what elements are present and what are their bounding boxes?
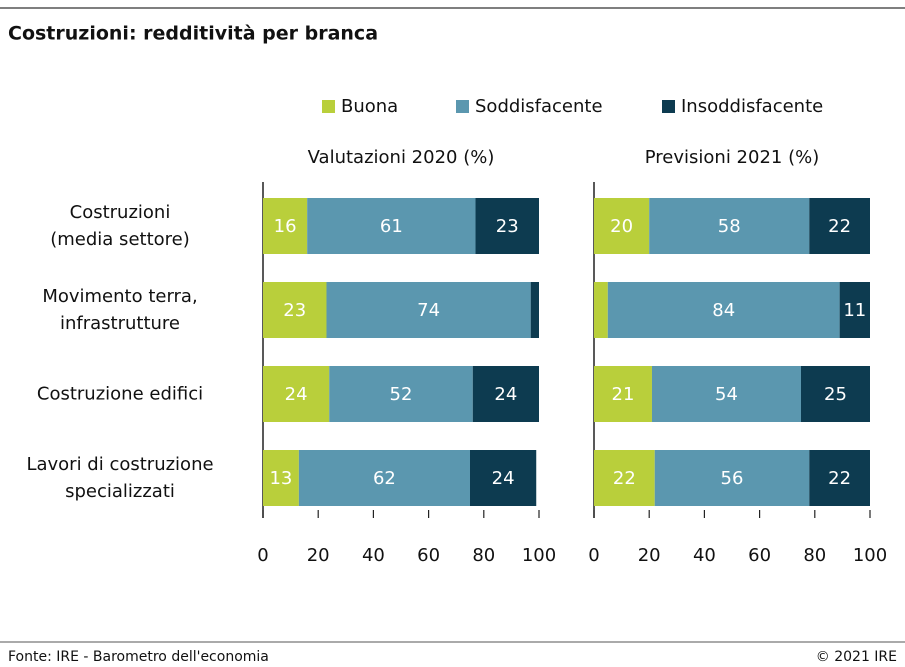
bar-segment [530,282,539,338]
data-label: 23 [283,300,306,321]
legend-swatch [662,100,675,113]
data-label: 22 [828,468,851,489]
category-label: Costruzione edifici [36,383,204,405]
data-label: 24 [285,384,308,405]
data-label: 22 [613,468,636,489]
x-tick-label: 80 [803,545,826,566]
source: Fonte: IRE - Barometro dell'economia [8,649,269,665]
bar-segment [607,282,840,338]
category-label: Movimento terra, infrastrutture [42,286,198,334]
bar-segment [649,198,810,254]
legend-swatch [322,100,335,113]
bar-segment [263,198,308,254]
bar-segment [594,282,608,338]
x-tick-label: 40 [693,545,716,566]
bar-segment [594,366,652,422]
data-label: 24 [492,468,515,489]
bar-segment [839,282,870,338]
bar-segment [594,450,655,506]
bar-segment [651,366,801,422]
category-label: Costruzioni (media settore) [50,202,190,250]
data-label: 54 [715,384,738,405]
bar-segment [263,450,299,506]
bar-segment [470,450,537,506]
bar-segment [298,450,470,506]
data-label: 74 [417,300,440,321]
x-tick-label: 80 [472,545,495,566]
data-label: 25 [824,384,847,405]
data-label: 61 [380,216,403,237]
data-label: 22 [828,216,851,237]
data-label: 62 [373,468,396,489]
data-label: 84 [712,300,735,321]
bar-segment [809,198,870,254]
bar-segment [654,450,810,506]
legend-swatch [456,100,469,113]
x-tick-label: 20 [307,545,330,566]
bar-segment [472,366,539,422]
x-tick-label: 0 [588,545,599,566]
data-label: 21 [612,384,635,405]
x-tick-label: 100 [522,545,556,566]
data-label: 58 [718,216,741,237]
bar-segment [329,366,473,422]
data-label: 16 [274,216,297,237]
legend-label: Soddisfacente [475,96,603,117]
bar-segment [475,198,539,254]
bar-segment [801,366,870,422]
data-label: 52 [390,384,413,405]
x-tick-label: 100 [853,545,887,566]
data-label: 13 [269,468,292,489]
x-tick-label: 60 [417,545,440,566]
data-label: 20 [610,216,633,237]
x-tick-label: 60 [748,545,771,566]
data-label: 11 [843,300,866,321]
bar-segment [809,450,870,506]
x-tick-label: 40 [362,545,385,566]
bar-segment [307,198,476,254]
bar-segment [263,366,330,422]
chart-title: Costruzioni: redditività per branca [8,23,378,45]
data-label: 56 [721,468,744,489]
panel-title: Valutazioni 2020 (%) [308,147,495,168]
legend-label: Insoddisfacente [681,96,823,117]
copyright: © 2021 IRE [816,649,897,665]
data-label: 24 [494,384,517,405]
x-tick-label: 20 [638,545,661,566]
panel-title: Previsioni 2021 (%) [645,147,819,168]
legend-label: Buona [341,96,398,117]
bar-segment [594,198,650,254]
category-label: Lavori di costruzione specializzati [26,454,214,502]
x-tick-label: 0 [257,545,268,566]
data-label: 23 [496,216,519,237]
bar-segment [263,282,327,338]
bar-segment [326,282,531,338]
